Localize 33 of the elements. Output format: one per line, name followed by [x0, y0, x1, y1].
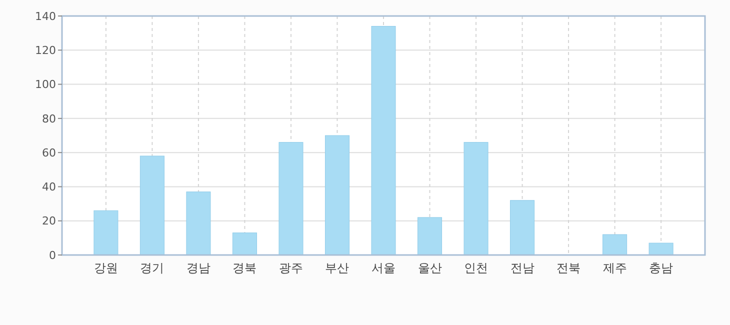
bar	[186, 192, 211, 256]
y-tick-label: 0	[49, 248, 56, 262]
x-tick-label: 제주	[602, 261, 627, 275]
bar	[418, 217, 442, 256]
x-tick-label: 충남	[649, 261, 674, 275]
bar	[464, 142, 488, 256]
y-tick-label: 40	[42, 180, 56, 194]
bar	[232, 232, 257, 256]
bar	[648, 242, 674, 256]
bar	[278, 142, 304, 256]
x-tick-label: 인천	[464, 261, 488, 275]
bar	[94, 210, 118, 256]
bar	[371, 26, 396, 256]
y-tick-label: 100	[35, 78, 56, 92]
x-tick-label: 경남	[186, 261, 210, 275]
bar	[510, 200, 535, 256]
y-tick-label: 60	[42, 146, 56, 160]
y-tick-label: 140	[35, 10, 56, 23]
bar	[140, 156, 164, 256]
x-tick-label: 울산	[418, 261, 442, 275]
x-tick-label: 광주	[278, 261, 303, 275]
y-tick-label: 80	[42, 112, 56, 126]
bar	[602, 234, 628, 256]
x-tick-label: 부산	[325, 261, 350, 275]
x-tick-label: 전남	[510, 261, 534, 275]
y-tick-label: 120	[35, 44, 56, 57]
bar	[324, 135, 350, 256]
x-tick-label: 강원	[94, 261, 118, 275]
x-tick-label: 경기	[140, 261, 164, 275]
x-tick-label: 전북	[556, 261, 581, 275]
x-tick-label: 경북	[232, 261, 257, 275]
x-tick-label: 서울	[372, 261, 396, 275]
y-tick-label: 20	[42, 214, 56, 228]
